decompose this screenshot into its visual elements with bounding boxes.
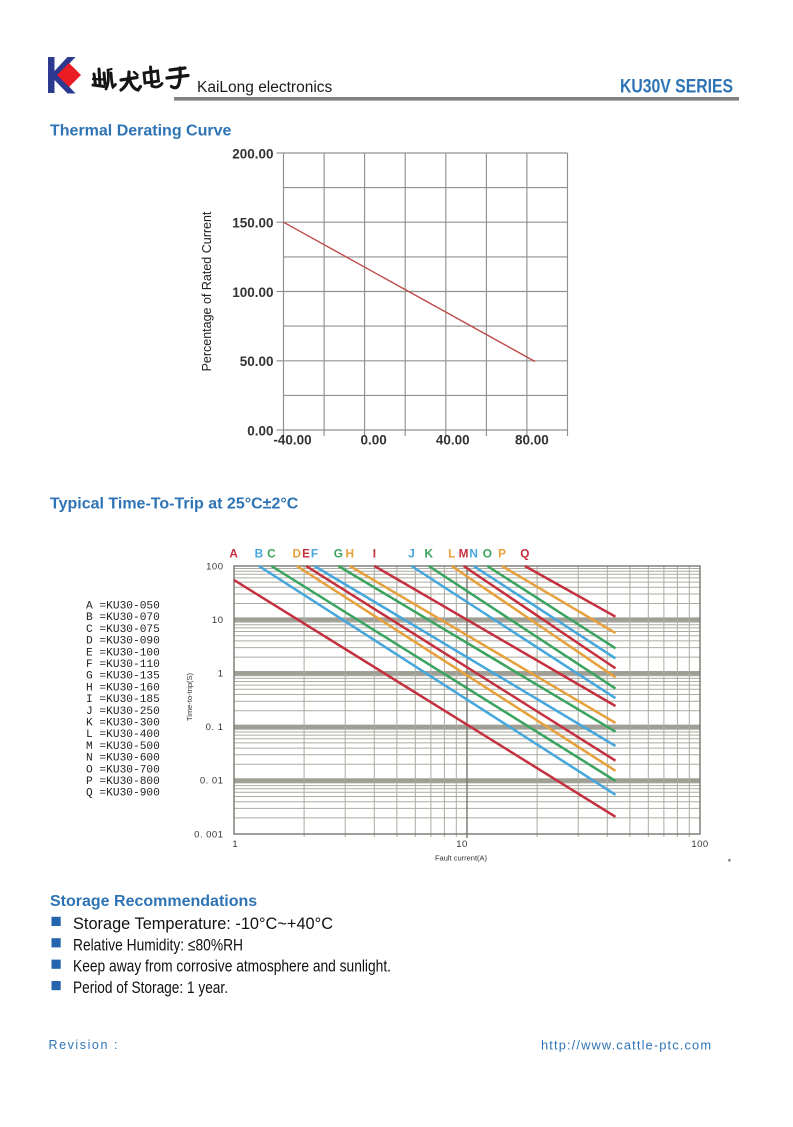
svg-text:0.00: 0.00 xyxy=(247,423,273,438)
svg-text:0. 1: 0. 1 xyxy=(206,722,224,733)
svg-text:200.00: 200.00 xyxy=(232,146,273,161)
svg-text:D =KU30-090: D =KU30-090 xyxy=(86,636,160,648)
svg-text:Thermal Derating Curve: Thermal Derating Curve xyxy=(50,123,231,140)
svg-text:M: M xyxy=(459,547,469,561)
svg-text:G: G xyxy=(334,547,343,561)
svg-text:100.00: 100.00 xyxy=(232,285,273,300)
svg-text:P: P xyxy=(498,547,506,561)
svg-text:Period of Storage: 1 year.: Period of Storage: 1 year. xyxy=(73,978,228,997)
svg-text:50.00: 50.00 xyxy=(240,354,274,369)
svg-text:Percentage of Rated Current: Percentage of Rated Current xyxy=(200,211,214,371)
svg-text:0. 001: 0. 001 xyxy=(194,829,223,840)
svg-text:100: 100 xyxy=(206,561,223,572)
svg-text:1: 1 xyxy=(232,839,237,850)
svg-text:150.00: 150.00 xyxy=(232,216,273,231)
svg-text:O =KU30-700: O =KU30-700 xyxy=(86,764,160,776)
svg-text:I: I xyxy=(373,547,376,561)
svg-text:F: F xyxy=(311,547,318,561)
svg-text:K: K xyxy=(425,547,434,561)
svg-text:N: N xyxy=(469,547,478,561)
svg-text:1: 1 xyxy=(218,669,224,680)
svg-text:B =KU30-070: B =KU30-070 xyxy=(86,612,160,624)
svg-text:K =KU30-300: K =KU30-300 xyxy=(86,718,160,730)
svg-text:B: B xyxy=(255,547,264,561)
svg-text:10: 10 xyxy=(456,839,468,850)
svg-text:40.00: 40.00 xyxy=(436,433,470,448)
svg-text:H =KU30-160: H =KU30-160 xyxy=(86,682,160,694)
svg-text:G =KU30-135: G =KU30-135 xyxy=(86,671,160,683)
svg-text:-40.00: -40.00 xyxy=(273,433,311,448)
svg-text:Time-to-trip(S): Time-to-trip(S) xyxy=(185,672,194,721)
svg-text:Storage Temperature: -10°C~+40: Storage Temperature: -10°C~+40°C xyxy=(73,914,333,933)
svg-text:N =KU30-600: N =KU30-600 xyxy=(86,753,160,765)
svg-text:Typical Time-To-Trip at 25°C±2: Typical Time-To-Trip at 25°C±2°C xyxy=(50,496,299,513)
svg-text:Storage Recommendations: Storage Recommendations xyxy=(50,893,257,910)
svg-text:KaiLong electronics: KaiLong electronics xyxy=(197,79,333,96)
svg-text:E =KU30-100: E =KU30-100 xyxy=(86,647,160,659)
svg-text:C: C xyxy=(267,547,276,561)
svg-text:http://www.cattle-ptc.com: http://www.cattle-ptc.com xyxy=(541,1038,711,1053)
svg-text:A =KU30-050: A =KU30-050 xyxy=(86,601,160,613)
svg-text:J =KU30-250: J =KU30-250 xyxy=(86,706,160,718)
svg-text:D: D xyxy=(293,547,302,561)
svg-text:I =KU30-185: I =KU30-185 xyxy=(86,694,160,706)
svg-text:0. 01: 0. 01 xyxy=(200,776,224,787)
svg-text:KU30V SERIES: KU30V SERIES xyxy=(620,76,733,98)
svg-text:P =KU30-800: P =KU30-800 xyxy=(86,776,160,788)
svg-text:J: J xyxy=(408,547,415,561)
svg-text:Q: Q xyxy=(520,547,529,561)
svg-text:Q =KU30-900: Q =KU30-900 xyxy=(86,788,160,800)
svg-text:0.00: 0.00 xyxy=(360,433,386,448)
svg-text:O: O xyxy=(483,547,492,561)
svg-text:H: H xyxy=(346,547,355,561)
svg-text:L: L xyxy=(448,547,455,561)
svg-text:80.00: 80.00 xyxy=(515,433,549,448)
svg-text:10: 10 xyxy=(212,615,224,626)
svg-text:A: A xyxy=(229,547,238,561)
svg-text:C =KU30-075: C =KU30-075 xyxy=(86,624,160,636)
svg-text:Keep away from corrosive atmos: Keep away from corrosive atmosphere and … xyxy=(73,957,391,976)
svg-text:Fault current(A): Fault current(A) xyxy=(435,854,488,863)
svg-text:Relative Humidity: ≤80%RH: Relative Humidity: ≤80%RH xyxy=(73,935,243,954)
svg-text:L =KU30-400: L =KU30-400 xyxy=(86,729,160,741)
svg-text:100: 100 xyxy=(691,839,708,850)
svg-text:M =KU30-500: M =KU30-500 xyxy=(86,741,160,753)
svg-text:Revision :: Revision : xyxy=(49,1038,118,1052)
svg-text:E: E xyxy=(302,547,310,561)
svg-text:F =KU30-110: F =KU30-110 xyxy=(86,659,160,671)
